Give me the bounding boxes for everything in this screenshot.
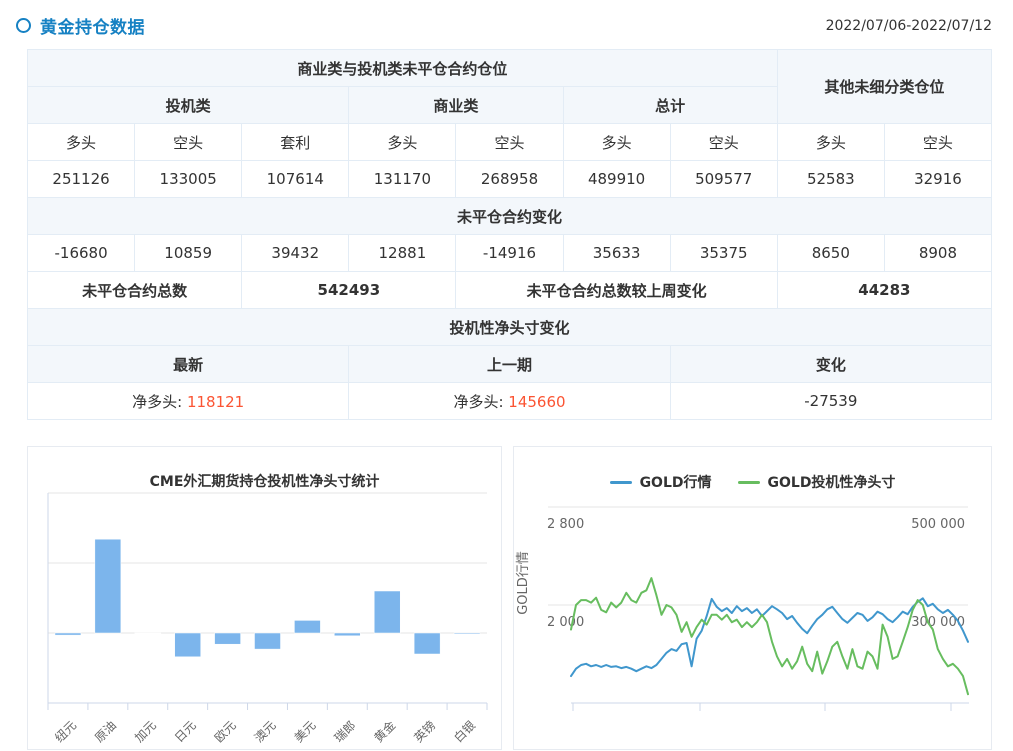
change-value: 8650 (776, 234, 885, 272)
table-row-subgroups: 投机类 商业类 总计 (26, 86, 992, 124)
net-change-value: -27539 (669, 382, 993, 420)
position-value: 489910 (562, 160, 671, 198)
table-row-col-headers: 多头 空头 套利 多头 空头 多头 空头 多头 空头 (26, 123, 993, 161)
svg-text:纽元: 纽元 (52, 718, 79, 745)
net-latest-value: 118121 (186, 392, 245, 411)
col-header: 套利 (241, 123, 350, 161)
bar-chart-title: CME外汇期货持仓投机性净头寸统计 (149, 474, 380, 490)
col-header: 多头 (776, 123, 885, 161)
line-chart: 2 800 500 000 2 000 300 000 GOLD行情 (516, 506, 969, 711)
table-row-net-col-headers: 最新 上一期 变化 (26, 345, 993, 383)
net-prev-label: 净多头: (453, 392, 504, 411)
charts-section: CME外汇期货持仓投机性净头寸统计 纽元 原油 加元 日元 欧元 澳元 美元 瑞郎 黄金 英镑 白银… (27, 446, 992, 750)
legend-label: GOLD行情 (639, 475, 712, 491)
line-chart-legend: GOLD行情 GOLD投机性净头寸 (514, 472, 991, 492)
group-header-left: 商业类与投机类未平仓合约仓位 (27, 49, 778, 87)
net-prev-cell: 净多头: 145660 (348, 382, 671, 420)
col-header: 空头 (134, 123, 243, 161)
change-value: 10859 (134, 234, 243, 272)
position-value: 32916 (883, 160, 993, 198)
svg-text:白银: 白银 (451, 718, 479, 746)
table-row-positions: 251126 133005 107614 131170 268958 48991… (26, 160, 993, 198)
page-header: 黄金持仓数据 2022/07/06-2022/07/12 (0, 0, 1013, 38)
page-title: 黄金持仓数据 (40, 18, 145, 38)
svg-text:英镑: 英镑 (411, 718, 439, 746)
table-row-totals: 未平仓合约总数 542493 未平仓合约总数较上周变化 44283 (26, 271, 993, 309)
legend-line-icon (737, 480, 760, 484)
change-value: -14916 (455, 234, 564, 272)
total-oi-label: 未平仓合约总数 (26, 271, 243, 309)
svg-text:美元: 美元 (292, 718, 319, 745)
net-col-header-change: 变化 (669, 345, 993, 383)
col-header: 多头 (562, 123, 671, 161)
svg-text:澳元: 澳元 (252, 718, 279, 745)
svg-text:欧元: 欧元 (212, 718, 239, 745)
date-range: 2022/07/06-2022/07/12 (825, 17, 992, 34)
change-value: 12881 (348, 234, 457, 272)
position-value: 251126 (26, 160, 136, 198)
change-section-header: 未平仓合约变化 (27, 197, 992, 235)
position-value: 107614 (241, 160, 350, 198)
net-col-header-previous: 上一期 (348, 345, 671, 383)
change-value: 39432 (241, 234, 350, 272)
net-section-header: 投机性净头寸变化 (27, 308, 992, 346)
table-row-group-headers: 商业类与投机类未平仓合约仓位 其他未细分类仓位 (27, 49, 993, 124)
line-chart-panel: GOLD行情 GOLD投机性净头寸 2 800 500 000 2 000 300 0… (513, 446, 992, 750)
legend-item-gold-price[interactable]: GOLD行情 (609, 472, 712, 492)
total-oi-value: 542493 (241, 271, 457, 309)
svg-text:黄金: 黄金 (371, 718, 399, 746)
svg-text:原油: 原油 (92, 718, 119, 745)
bar-chart-panel: CME外汇期货持仓投机性净头寸统计 纽元 原油 加元 日元 欧元 澳元 美元 瑞郎 黄金 英镑 白银 (27, 446, 502, 750)
net-latest-label: 净多头: (132, 392, 183, 411)
bar-chart: 纽元 原油 加元 日元 欧元 澳元 美元 瑞郎 黄金 英镑 白银 (47, 492, 488, 746)
position-value: 131170 (348, 160, 457, 198)
change-value: 35633 (562, 234, 671, 272)
col-header: 多头 (26, 123, 136, 161)
col-header: 空头 (883, 123, 993, 161)
position-value: 509577 (669, 160, 778, 198)
total-oi-change-value: 44283 (776, 271, 993, 309)
svg-text:GOLD行情: GOLD行情 (516, 551, 531, 615)
legend-line-icon (609, 480, 632, 484)
svg-text:500 000: 500 000 (911, 517, 965, 532)
subgroup-commercial: 商业类 (348, 86, 564, 124)
legend-item-gold-net-position[interactable]: GOLD投机性净头寸 (737, 472, 896, 492)
table-row-net-values: 净多头: 118121 净多头: 145660 -27539 (26, 382, 993, 420)
col-header: 空头 (455, 123, 564, 161)
svg-text:加元: 加元 (132, 718, 159, 745)
positions-table: 商业类与投机类未平仓合约仓位 其他未细分类仓位 投机类 商业类 总计 多头 空头… (26, 49, 993, 420)
table-row-change-header: 未平仓合约变化 (27, 197, 992, 235)
group-header-right: 其他未细分类仓位 (776, 49, 993, 124)
legend-label: GOLD投机性净头寸 (767, 475, 896, 491)
net-prev-value: 145660 (508, 392, 566, 411)
net-latest-cell: 净多头: 118121 (26, 382, 350, 420)
position-value: 133005 (134, 160, 243, 198)
subgroup-total: 总计 (562, 86, 778, 124)
change-value: -16680 (26, 234, 136, 272)
change-value: 8908 (883, 234, 993, 272)
table-row-net-header: 投机性净头寸变化 (27, 308, 992, 346)
position-value: 52583 (776, 160, 885, 198)
change-value: 35375 (669, 234, 778, 272)
section-bullet-icon (16, 18, 31, 33)
col-header: 空头 (669, 123, 778, 161)
title-wrap: 黄金持仓数据 (16, 13, 145, 38)
net-col-header-latest: 最新 (26, 345, 350, 383)
total-oi-change-label: 未平仓合约总数较上周变化 (455, 271, 778, 309)
svg-text:300 000: 300 000 (911, 615, 965, 630)
subgroup-speculative: 投机类 (26, 86, 350, 124)
position-value: 268958 (455, 160, 564, 198)
table-row-changes: -16680 10859 39432 12881 -14916 35633 35… (26, 234, 993, 272)
svg-text:日元: 日元 (172, 718, 199, 745)
svg-text:瑞郎: 瑞郎 (332, 718, 359, 745)
svg-text:2 800: 2 800 (547, 517, 584, 532)
col-header: 多头 (348, 123, 457, 161)
svg-text:2 000: 2 000 (547, 615, 584, 630)
